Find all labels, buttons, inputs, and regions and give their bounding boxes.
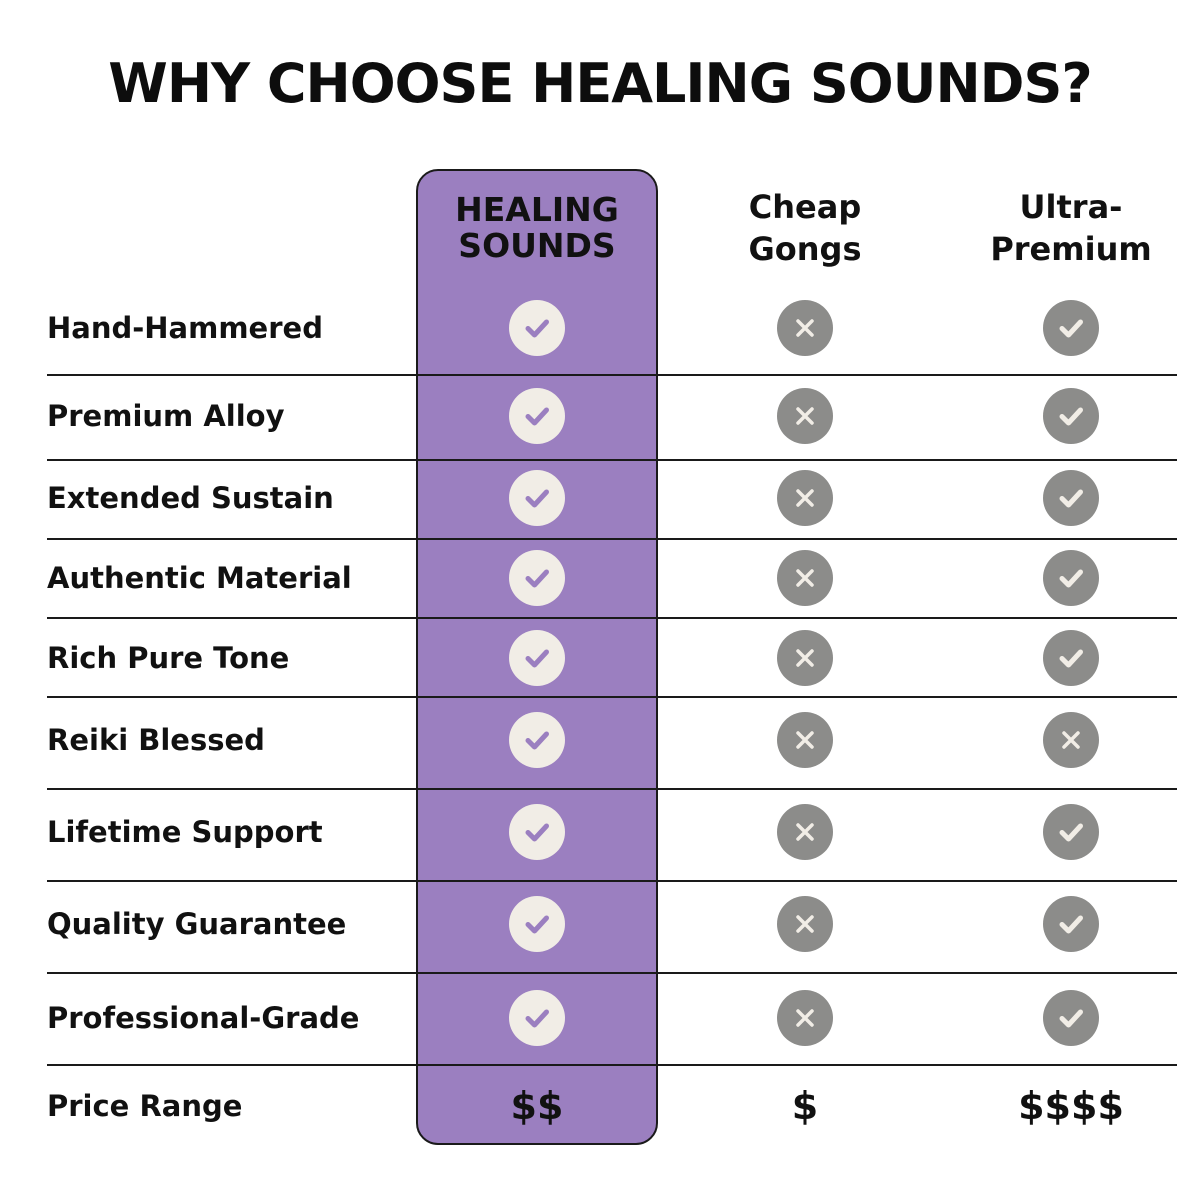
- column-header-ultra-premium: Ultra- Premium: [941, 186, 1200, 270]
- check-icon: [1043, 470, 1099, 526]
- x-icon: [777, 470, 833, 526]
- row-divider: [47, 374, 1177, 376]
- check-icon: [509, 300, 565, 356]
- x-icon: [777, 804, 833, 860]
- header-line: SOUNDS: [458, 226, 616, 265]
- row-label: Authentic Material: [47, 561, 352, 595]
- check-icon: [509, 388, 565, 444]
- header-line: Ultra-: [1019, 188, 1123, 226]
- x-icon: [777, 712, 833, 768]
- price-value: $$$$: [1018, 1084, 1124, 1128]
- row-divider: [47, 459, 1177, 461]
- check-icon: [509, 630, 565, 686]
- column-header-cheap-gongs: Cheap Gongs: [675, 186, 935, 270]
- row-divider: [47, 538, 1177, 540]
- check-icon: [1043, 804, 1099, 860]
- check-icon: [1043, 630, 1099, 686]
- check-icon: [1043, 300, 1099, 356]
- row-divider: [47, 788, 1177, 790]
- x-icon: [777, 388, 833, 444]
- check-icon: [509, 804, 565, 860]
- row-label: Premium Alloy: [47, 399, 285, 433]
- row-label: Lifetime Support: [47, 815, 323, 849]
- row-divider: [47, 1064, 1177, 1066]
- check-icon: [509, 550, 565, 606]
- check-icon: [1043, 896, 1099, 952]
- header-line: HEALING: [455, 190, 619, 229]
- x-icon: [777, 896, 833, 952]
- row-label-price: Price Range: [47, 1089, 243, 1123]
- header-line: Cheap: [748, 188, 862, 226]
- header-line: Gongs: [748, 230, 862, 268]
- row-label: Hand-Hammered: [47, 311, 323, 345]
- x-icon: [1043, 712, 1099, 768]
- x-icon: [777, 550, 833, 606]
- header-line: Premium: [990, 230, 1152, 268]
- x-icon: [777, 630, 833, 686]
- column-header-healing-sounds: HEALING SOUNDS: [407, 192, 667, 264]
- check-icon: [1043, 990, 1099, 1046]
- row-label: Reiki Blessed: [47, 723, 265, 757]
- check-icon: [509, 896, 565, 952]
- check-icon: [509, 470, 565, 526]
- check-icon: [509, 990, 565, 1046]
- row-divider: [47, 696, 1177, 698]
- page-title: WHY CHOOSE HEALING SOUNDS?: [108, 52, 1092, 115]
- check-icon: [509, 712, 565, 768]
- row-label: Extended Sustain: [47, 481, 334, 515]
- x-icon: [777, 990, 833, 1046]
- check-icon: [1043, 388, 1099, 444]
- row-label: Rich Pure Tone: [47, 641, 290, 675]
- row-label: Quality Guarantee: [47, 907, 347, 941]
- x-icon: [777, 300, 833, 356]
- row-divider: [47, 972, 1177, 974]
- price-value: $$: [510, 1084, 564, 1128]
- row-divider: [47, 617, 1177, 619]
- price-value: $: [791, 1084, 819, 1128]
- row-label: Professional-Grade: [47, 1001, 360, 1035]
- check-icon: [1043, 550, 1099, 606]
- row-divider: [47, 880, 1177, 882]
